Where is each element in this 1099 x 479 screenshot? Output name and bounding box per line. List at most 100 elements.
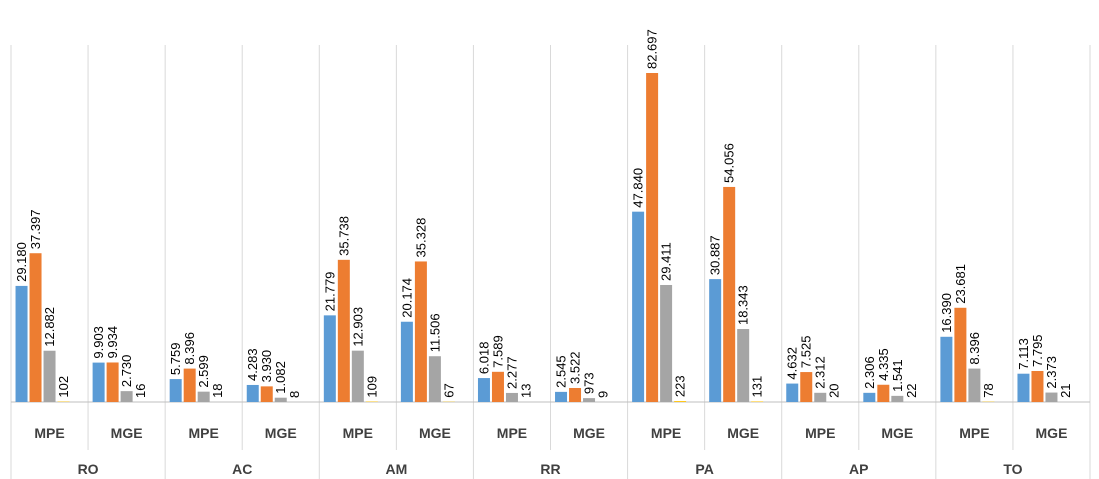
bar-AP-MGE-s2 <box>891 395 904 402</box>
bar-TO-MPE-s2 <box>968 368 981 402</box>
category-label: MGE <box>881 425 913 441</box>
data-label: 37.397 <box>28 209 43 249</box>
data-label: 47.840 <box>631 168 646 208</box>
data-label: 18 <box>210 383 225 397</box>
data-label: 9.903 <box>91 326 106 359</box>
data-label: 223 <box>673 375 688 397</box>
bar-AM-MGE-s2 <box>428 356 441 402</box>
data-label: 7.113 <box>1016 338 1031 370</box>
data-label: 13 <box>518 383 533 397</box>
category-label: MGE <box>419 425 451 441</box>
data-label: 109 <box>364 376 379 398</box>
data-label: 20.174 <box>399 278 414 318</box>
bar-RO-MPE-s2 <box>43 350 56 402</box>
data-label: 131 <box>750 376 765 398</box>
category-label: MPE <box>805 425 835 441</box>
data-label: 9.934 <box>105 326 120 359</box>
group-label: AM <box>385 461 407 477</box>
data-label: 12.882 <box>42 307 57 347</box>
category-label: MGE <box>727 425 759 441</box>
category-label: MPE <box>343 425 373 441</box>
data-label: 21 <box>1058 383 1073 397</box>
bar-PA-MGE-s1 <box>723 186 736 402</box>
data-label: 8.396 <box>967 332 982 365</box>
data-label: 29.180 <box>14 242 29 282</box>
data-label: 16 <box>133 383 148 397</box>
bar-AM-MPE-s1 <box>337 259 350 402</box>
bar-RR-MPE-s2 <box>505 392 518 402</box>
data-label: 8 <box>287 391 302 398</box>
group-label: RR <box>540 461 560 477</box>
data-label: 21.779 <box>322 272 337 312</box>
category-label: MGE <box>111 425 143 441</box>
data-label: 2.373 <box>1044 356 1059 389</box>
data-label: 3.930 <box>259 350 274 383</box>
bar-RR-MGE-s0 <box>555 391 568 402</box>
data-label: 20 <box>827 383 842 397</box>
bar-TO-MGE-s1 <box>1031 370 1044 402</box>
bar-AC-MGE-s2 <box>274 397 287 402</box>
data-label: 67 <box>441 383 456 397</box>
data-label: 2.599 <box>196 355 211 388</box>
data-label: 54.056 <box>722 143 737 183</box>
data-label: 23.681 <box>953 264 968 304</box>
bar-RO-MGE-s2 <box>120 391 133 402</box>
data-label: 2.277 <box>504 356 519 389</box>
data-label: 7.589 <box>490 335 505 368</box>
bar-PA-MPE-s0 <box>632 211 645 402</box>
bar-RO-MPE-s1 <box>29 253 42 402</box>
data-label: 82.697 <box>645 29 660 69</box>
data-label: 4.335 <box>876 348 891 381</box>
category-label: MPE <box>959 425 989 441</box>
bar-AP-MGE-s1 <box>877 384 890 402</box>
bar-RO-MGE-s0 <box>92 362 105 402</box>
bar-PA-MPE-s2 <box>660 284 673 402</box>
group-label: AP <box>849 461 868 477</box>
bar-TO-MPE-s1 <box>954 307 967 402</box>
group-label: RO <box>78 461 99 477</box>
bar-AC-MGE-s1 <box>260 386 273 402</box>
category-label: MPE <box>189 425 219 441</box>
bar-PA-MGE-s3 <box>751 401 764 402</box>
bar-RR-MGE-s2 <box>583 398 596 402</box>
data-label: 7.525 <box>799 336 814 369</box>
data-label: 22 <box>904 383 919 397</box>
category-label: MGE <box>573 425 605 441</box>
category-label: MGE <box>265 425 297 441</box>
category-label: MGE <box>1036 425 1068 441</box>
bar-AC-MGE-s0 <box>246 384 259 402</box>
data-label: 973 <box>582 372 597 394</box>
bar-PA-MPE-s1 <box>646 73 659 402</box>
bar-TO-MPE-s0 <box>940 336 953 402</box>
data-label: 12.903 <box>350 307 365 347</box>
category-label: MPE <box>651 425 681 441</box>
bar-AP-MPE-s0 <box>786 383 799 402</box>
bar-PA-MGE-s0 <box>709 279 722 402</box>
bar-RO-MPE-s0 <box>15 285 28 402</box>
data-label: 30.887 <box>708 235 723 275</box>
data-label: 1.082 <box>273 361 288 394</box>
data-label: 2.730 <box>119 355 134 388</box>
bar-AC-MPE-s2 <box>197 391 210 402</box>
data-label: 78 <box>981 383 996 397</box>
bar-AM-MGE-s1 <box>414 261 427 402</box>
data-label: 35.328 <box>413 218 428 258</box>
data-label: 11.506 <box>427 313 442 352</box>
data-label: 7.795 <box>1030 334 1045 367</box>
data-label: 3.522 <box>568 351 583 384</box>
category-label: MPE <box>34 425 64 441</box>
group-label: AC <box>232 461 252 477</box>
data-label: 2.545 <box>554 355 569 388</box>
bar-AP-MPE-s2 <box>814 392 827 402</box>
data-label: 2.306 <box>862 356 877 389</box>
data-label: 4.632 <box>785 347 800 380</box>
bar-TO-MGE-s0 <box>1017 373 1030 402</box>
category-label: MPE <box>497 425 527 441</box>
bar-RO-MGE-s1 <box>106 362 119 402</box>
bar-AM-MPE-s2 <box>351 350 364 402</box>
bar-AC-MPE-s1 <box>183 368 196 402</box>
bar-AM-MGE-s0 <box>400 321 413 402</box>
bar-RR-MPE-s1 <box>491 371 504 402</box>
bar-PA-MPE-s3 <box>674 401 687 402</box>
